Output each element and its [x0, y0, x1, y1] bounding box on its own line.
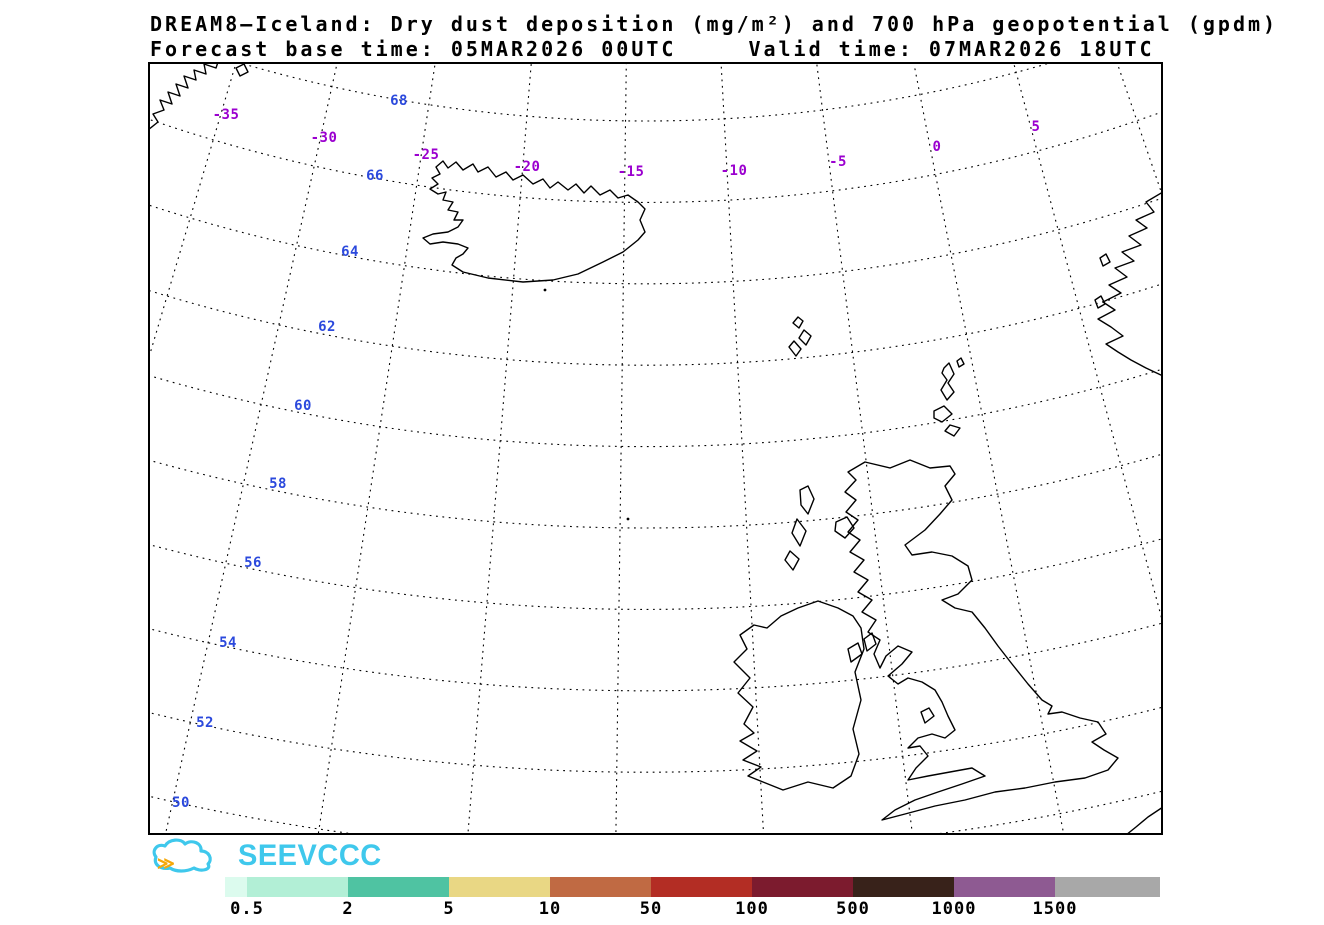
meridian--20 [467, 62, 532, 835]
plot-title: DREAM8—Iceland: Dry dust deposition (mg/… [150, 12, 1279, 36]
meridian--35 [148, 62, 237, 363]
shetland-islands [940, 357, 965, 401]
meridian-0 [913, 62, 1065, 835]
colorbar-segment-9 [1055, 877, 1160, 897]
colorbar-label-10: 10 [538, 899, 562, 919]
meridian--5 [816, 62, 914, 835]
colorbar-segment-7 [853, 877, 954, 897]
meridian--30 [164, 62, 338, 835]
colorbar-label-1000: 1000 [931, 899, 977, 919]
faroe-islands [788, 316, 812, 357]
lon-label--35: -35 [212, 107, 240, 123]
seevccc-logo-text: SEEVCCC [238, 839, 382, 872]
isle-of-man [920, 707, 935, 724]
lon-label--15: -15 [617, 164, 645, 180]
vestmannaeyjar-islet [543, 288, 547, 292]
lon-label--10: -10 [720, 163, 748, 179]
map-canvas [148, 62, 1163, 835]
lon-label-0: 0 [932, 139, 942, 155]
logo-chevrons: ≫ [157, 854, 175, 874]
map-labels-layer: -35 -30 -25 -20 -15 -10 -5 0 5 68 66 64 62 60 58 56 54 52… [148, 62, 1163, 835]
lon-label-5: 5 [1031, 119, 1041, 135]
lat-label-50: 50 [172, 795, 190, 811]
colorbar-label-100: 100 [735, 899, 769, 919]
lat-label-68: 68 [390, 93, 408, 109]
colorbar-segment-2 [348, 877, 449, 897]
great-britain-coastline [844, 459, 1119, 821]
norway-islet [1099, 253, 1111, 267]
colorbar-segment-8 [954, 877, 1055, 897]
meridian--15 [615, 62, 627, 835]
colorbar-label-1500: 1500 [1032, 899, 1078, 919]
greenland-coastline [148, 62, 219, 131]
colorbar-segment-1 [247, 877, 348, 897]
rockall-islet [626, 517, 630, 521]
colorbar: 0.5 2 5 10 50 100 500 1000 1500 [0, 877, 1324, 925]
colorbar-segment-4 [550, 877, 651, 897]
lat-label-52: 52 [196, 715, 214, 731]
colorbar-label-5: 5 [443, 899, 455, 919]
lat-label-58: 58 [269, 476, 287, 492]
lon-label--20: -20 [513, 159, 541, 175]
greenland-islet [235, 63, 249, 77]
lon-label--30: -30 [310, 130, 338, 146]
lat-label-62: 62 [318, 319, 336, 335]
graticule [148, 62, 1163, 835]
colorbar-label-50: 50 [639, 899, 663, 919]
colorbar-segment-5 [651, 877, 752, 897]
map-border [148, 62, 1163, 835]
colorbar-label-2: 2 [342, 899, 354, 919]
meridian-10 [1116, 62, 1163, 199]
norway-islet [1094, 295, 1106, 309]
ireland-coastline [733, 600, 865, 791]
colorbar-segment-6 [752, 877, 853, 897]
iceland-coastline [422, 160, 646, 283]
seevccc-logo: ≫ SEEVCCC [150, 838, 382, 874]
channel-coast-fragment [1125, 806, 1163, 835]
norway-coastline [1097, 191, 1163, 377]
colorbar-label-0.5: 0.5 [230, 899, 264, 919]
lon-label--25: -25 [412, 147, 440, 163]
lat-label-64: 64 [341, 244, 359, 260]
outer-hebrides [784, 485, 815, 571]
lat-label-54: 54 [219, 635, 237, 651]
orkney-islands [933, 405, 961, 437]
coastlines [148, 62, 1163, 835]
lat-label-60: 60 [294, 398, 312, 414]
meridian--10 [720, 62, 765, 835]
valid-time: Valid time: 07MAR2026 18UTC [748, 37, 1155, 61]
meridian--25 [317, 62, 436, 835]
plot-times: Forecast base time: 05MAR2026 00UTC Vali… [150, 37, 1155, 61]
forecast-base-time: Forecast base time: 05MAR2026 00UTC [150, 37, 677, 61]
colorbar-segment-3 [449, 877, 550, 897]
lat-label-66: 66 [366, 168, 384, 184]
lat-label-56: 56 [244, 555, 262, 571]
seevccc-cloud-icon: ≫ [152, 838, 212, 874]
meridian-5 [1012, 62, 1163, 626]
lon-label--5: -5 [829, 154, 847, 170]
map-panel: -35 -30 -25 -20 -15 -10 -5 0 5 68 66 64 62 60 58 56 54 52… [148, 62, 1163, 835]
colorbar-segment-0 [225, 877, 247, 897]
colorbar-label-500: 500 [836, 899, 870, 919]
